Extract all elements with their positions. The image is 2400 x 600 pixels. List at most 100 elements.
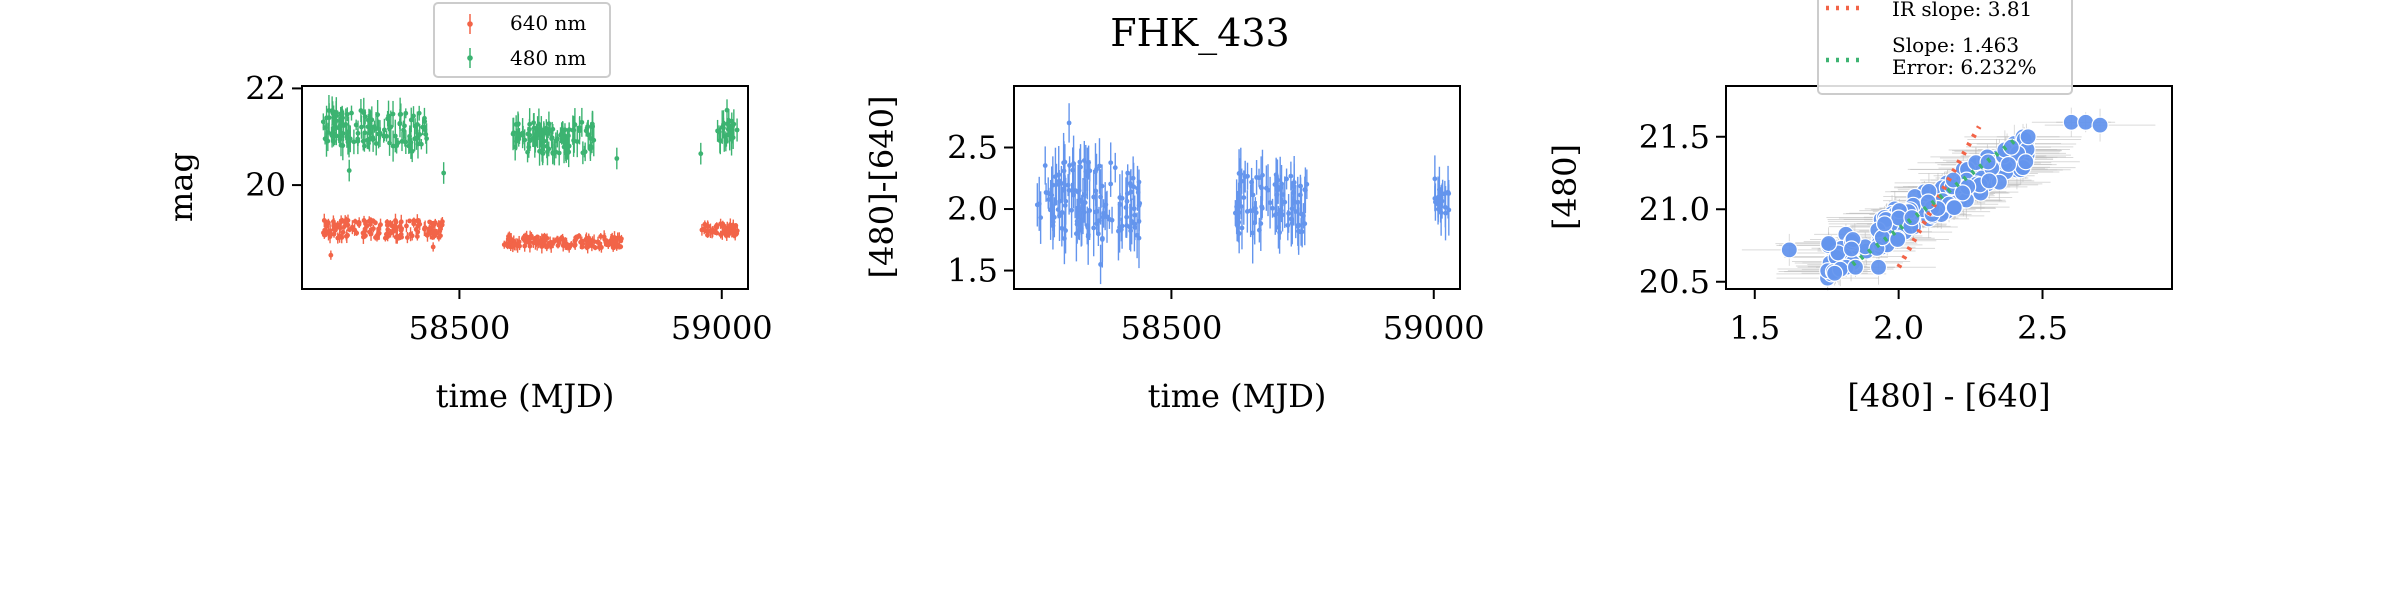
data-point (526, 239, 532, 246)
data-point (1282, 176, 1288, 228)
data-point (734, 225, 740, 237)
data-point (404, 232, 410, 244)
data-point (2077, 113, 2095, 131)
data-point (2062, 113, 2080, 131)
cmd-points (1780, 113, 2109, 287)
data-point (1063, 207, 1068, 254)
data-point (1112, 152, 1118, 183)
data-point (1820, 234, 1838, 253)
data-point (408, 107, 414, 133)
data-point (439, 219, 445, 231)
data-point (563, 134, 569, 163)
data-point (1252, 201, 1258, 245)
data-point (422, 220, 428, 235)
data-point (1293, 184, 1299, 239)
data-point (1979, 153, 1997, 171)
data-point (1945, 199, 1963, 217)
data-point (424, 123, 430, 154)
y-tick-label-2: 21.5 (1639, 118, 1710, 156)
data-point (364, 131, 370, 149)
data-point (572, 235, 578, 247)
data-point (1780, 241, 1798, 259)
data-point (376, 224, 381, 234)
data-point (1846, 258, 1865, 276)
data-point (555, 242, 561, 249)
data-point (718, 230, 724, 239)
data-point (1280, 198, 1285, 232)
data-point (1304, 169, 1310, 200)
data-point (1435, 177, 1441, 218)
data-point (566, 130, 571, 142)
data-point (394, 137, 400, 154)
data-point (345, 232, 350, 239)
legend-frame (1817, 0, 2073, 95)
data-point (1270, 198, 1275, 218)
data-point (409, 140, 415, 163)
lightcurve-marks (320, 95, 740, 260)
data-point (1298, 218, 1304, 246)
data-point (370, 132, 376, 143)
data-point (404, 219, 409, 233)
data-point (1239, 206, 1245, 250)
colorcurve-xlabel: time (MJD) (1148, 377, 1327, 415)
data-point (734, 118, 740, 142)
data-point (601, 230, 607, 244)
data-point (1439, 183, 1445, 219)
data-point (1093, 175, 1099, 206)
cmd-ylabel: [480] (1546, 144, 1584, 230)
data-point (1067, 156, 1072, 175)
data-point (373, 234, 378, 241)
data-point (352, 218, 358, 225)
data-point (328, 250, 334, 260)
data-point (526, 136, 532, 158)
y-tick-label-0: 1.5 (947, 252, 998, 290)
data-point (365, 114, 371, 127)
data-point (338, 111, 344, 134)
data-point (2017, 153, 2035, 171)
data-point (1061, 132, 1067, 193)
data-point (1053, 147, 1058, 206)
data-point (1298, 177, 1303, 195)
y-tick-label-1: 22 (245, 69, 286, 107)
legend-marker-480 (467, 48, 473, 68)
data-point (1254, 160, 1259, 195)
data-point (714, 230, 720, 236)
data-point (415, 111, 420, 138)
data-point (724, 229, 730, 241)
data-point (1285, 210, 1291, 241)
data-point (1081, 201, 1087, 223)
lightcurve-xlabel: time (MJD) (436, 377, 615, 415)
data-point (322, 227, 328, 233)
data-point (546, 111, 552, 136)
lightcurve-axes-frame (301, 85, 749, 290)
data-point (426, 224, 432, 233)
data-point (713, 223, 719, 231)
data-point (342, 223, 347, 230)
data-point (415, 226, 421, 238)
data-point (1244, 190, 1250, 233)
data-point (537, 136, 542, 166)
data-point (1097, 138, 1102, 194)
data-point (1236, 182, 1242, 243)
data-point (1071, 181, 1076, 209)
data-point (390, 100, 396, 128)
data-point (1953, 184, 1972, 202)
data-point (360, 230, 366, 244)
data-point (582, 142, 588, 162)
data-point (411, 219, 417, 228)
x-tick-label-1: 59000 (1383, 309, 1485, 347)
data-point (721, 110, 726, 139)
data-point (508, 233, 514, 246)
data-point (1288, 161, 1294, 191)
cmd-ticks: 1.5 2.0 2.5 20.5 21.0 21.5 (1639, 118, 2068, 347)
data-point (1826, 264, 1844, 282)
data-point (1087, 160, 1093, 182)
data-point (574, 125, 580, 158)
data-point (326, 103, 332, 133)
data-point (441, 162, 447, 184)
data-point (699, 224, 705, 236)
data-point (1134, 212, 1140, 259)
data-point (557, 237, 563, 242)
data-point (436, 233, 442, 242)
data-point (1135, 165, 1140, 211)
